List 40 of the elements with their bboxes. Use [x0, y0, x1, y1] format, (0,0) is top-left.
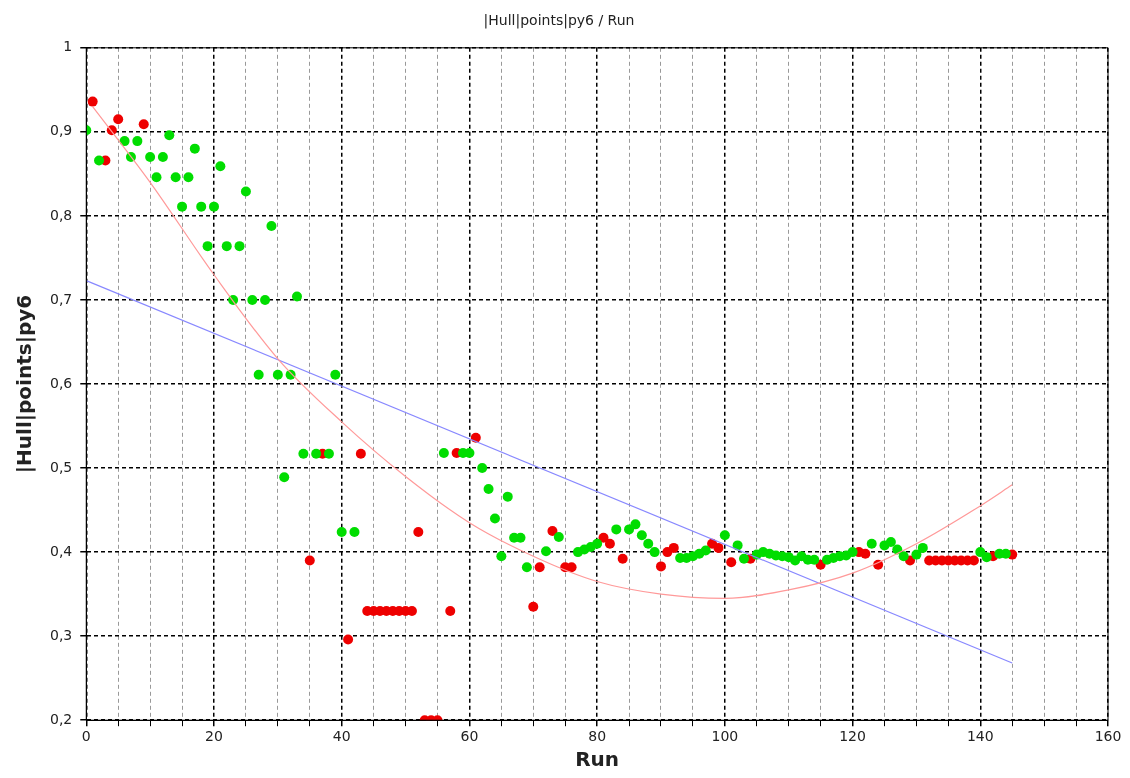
point	[617, 553, 628, 564]
point	[528, 601, 539, 612]
y-tick-label: 0,8	[50, 206, 73, 223]
y-tick-label: 0,5	[50, 458, 73, 475]
point	[304, 555, 315, 566]
y-tick-label: 0,9	[50, 122, 73, 139]
point	[445, 605, 456, 616]
y-axis-title: |Hull|points|py6	[12, 294, 37, 474]
point	[413, 526, 424, 537]
x-tick-label: 0	[81, 728, 91, 745]
point	[655, 561, 666, 572]
point	[713, 542, 724, 553]
x-tick-label: 120	[839, 728, 866, 745]
x-tick-label: 40	[332, 728, 351, 745]
chart-title: |Hull|points|py6 / Run	[483, 12, 635, 30]
point	[534, 562, 545, 573]
point	[604, 538, 615, 549]
point	[662, 547, 673, 558]
point	[726, 557, 737, 568]
x-tick-label: 160	[1094, 728, 1122, 745]
y-tick-label: 0,6	[50, 374, 73, 391]
y-tick-label: 0,3	[50, 626, 73, 643]
y-tick-label: 0,2	[50, 710, 73, 727]
x-tick-label: 60	[460, 728, 479, 745]
point	[343, 634, 354, 645]
point	[87, 96, 98, 107]
x-tick-label: 140	[966, 728, 994, 745]
point	[113, 114, 124, 125]
point	[668, 542, 679, 553]
y-tick-label: 1	[63, 38, 73, 55]
x-axis-title: Run	[575, 747, 620, 772]
x-tick-label: 20	[205, 728, 223, 745]
point	[860, 548, 871, 559]
x-tick-label: 100	[711, 728, 739, 745]
point	[547, 526, 558, 537]
point	[355, 448, 366, 459]
point	[138, 119, 149, 130]
y-tick-label: 0,7	[50, 290, 73, 307]
x-tick-label: 80	[588, 728, 607, 745]
y-tick-label: 0,4	[50, 542, 73, 559]
